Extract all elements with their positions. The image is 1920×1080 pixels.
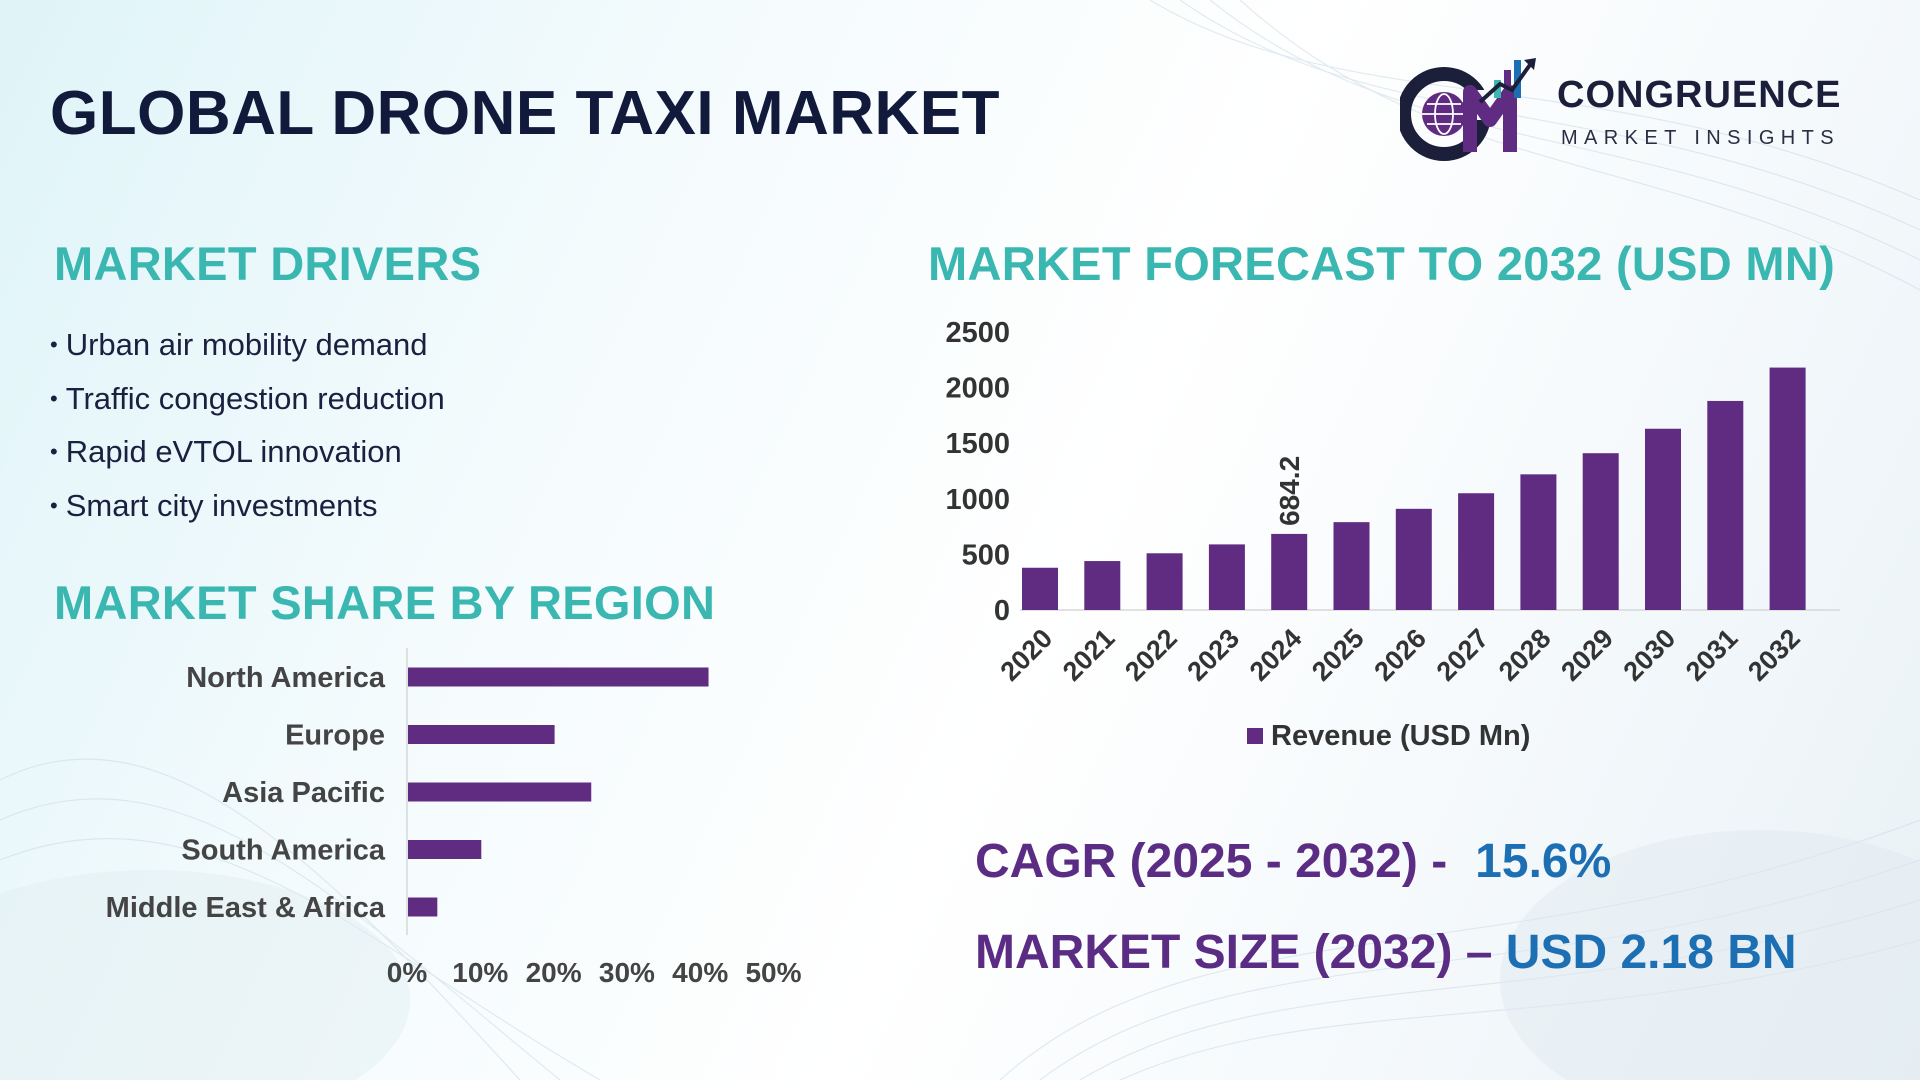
market-forecast-heading: MARKET FORECAST TO 2032 (USD MN) [928,237,1836,290]
bar-2027 [1458,493,1495,610]
cagr-kpi: CAGR (2025 - 2032) - 15.6% [975,834,1611,889]
y-tick-label: 2000 [945,373,1010,405]
driver-item: • Urban air mobility demand [50,318,445,372]
x-tick-label: 40% [672,957,728,988]
driver-item-label: Traffic congestion reduction [65,380,445,416]
legend-label: Revenue (USD Mn) [1271,720,1530,752]
x-tick-label: 2021 [1057,623,1121,687]
bar-2029 [1582,453,1619,610]
company-logo: CONGRUENCE MARKET INSIGHTS [1397,52,1880,162]
driver-item-label: Urban air mobility demand [65,327,428,362]
y-tick-label: 500 [962,539,1010,571]
bar-2021 [1084,561,1121,610]
bar-north-america [408,667,709,687]
x-tick-label: 0% [387,957,428,988]
x-tick-label: 2027 [1431,623,1495,687]
region-share-chart: North America Europe Asia Pacific South Ame… [106,648,802,988]
x-tick-label: 2031 [1680,623,1744,687]
bar-2023 [1208,544,1245,610]
market-size-label: MARKET SIZE (2032) – [975,926,1493,979]
x-tick-label: 2026 [1368,623,1432,687]
bar-middle-east-africa [408,897,438,917]
bar-2024 [1271,533,1308,610]
x-tick-label: 50% [745,957,801,988]
bar-europe [408,725,555,744]
category-label: North America [186,662,386,694]
market-drivers-heading: MARKET DRIVERS [54,237,482,290]
x-tick-label: 2032 [1742,623,1806,687]
logo-tagline: MARKET INSIGHTS [1561,127,1840,149]
x-tick-label: 10% [452,957,508,988]
market-size-value: USD 2.18 BN [1505,926,1797,979]
bar-2025 [1333,522,1370,610]
logo-name: CONGRUENCE [1557,74,1842,116]
bar-2022 [1146,553,1183,610]
market-size-kpi: MARKET SIZE (2032) – USD 2.18 BN [975,925,1797,980]
driver-item: • Traffic congestion reduction [50,372,445,426]
page-title: GLOBAL DRONE TAXI MARKET [50,79,1001,148]
category-label: Middle East & Africa [106,892,386,924]
bullet-icon: • [50,492,58,518]
market-drivers-list: • Urban air mobility demand • Traffic cong… [50,318,445,532]
driver-item-label: Rapid eVTOL innovation [65,434,402,469]
x-tick-label: 2024 [1244,623,1308,687]
x-tick-label: 2020 [995,623,1059,687]
legend-swatch [1247,728,1263,744]
y-tick-label: 2500 [945,317,1010,349]
driver-item: • Smart city investments [50,479,445,533]
driver-item: • Rapid eVTOL innovation [50,425,445,479]
bullet-icon: • [50,385,58,411]
market-share-heading: MARKET SHARE BY REGION [54,576,716,629]
x-tick-label: 30% [599,957,655,988]
y-tick-label: 0 [994,595,1010,627]
bar-2030 [1645,428,1681,610]
data-label: 684.2 [1274,456,1305,526]
x-tick-label: 2029 [1555,623,1619,687]
x-tick-label: 2025 [1306,623,1370,687]
x-tick-label: 20% [526,957,582,988]
cagr-label: CAGR (2025 - 2032) - [975,835,1448,888]
bar-2031 [1707,400,1744,610]
bar-2026 [1395,508,1432,610]
bullet-icon: • [50,332,58,357]
bar-2020 [1022,567,1058,610]
y-tick-label: 1000 [945,484,1010,516]
bar-asia-pacific [408,782,592,802]
bar-south-america [408,840,482,859]
bullet-icon: • [50,439,58,464]
y-tick-label: 1500 [945,428,1010,460]
globe-growth-logo-icon [1397,58,1536,161]
category-label: Europe [285,720,385,752]
bar-2028 [1520,474,1557,610]
bar-2032 [1769,367,1806,610]
category-label: Asia Pacific [222,777,385,809]
driver-item-label: Smart city investments [65,487,378,523]
x-tick-label: 2022 [1119,623,1183,687]
x-tick-label: 2028 [1493,623,1557,687]
x-tick-label: 2030 [1618,623,1682,687]
x-tick-label: 2023 [1181,623,1245,687]
forecast-bar-chart: 0 500 1000 1500 2000 2500 20202021202220232024… [945,317,1840,752]
category-label: South America [181,835,385,867]
cagr-value: 15.6% [1475,835,1612,888]
